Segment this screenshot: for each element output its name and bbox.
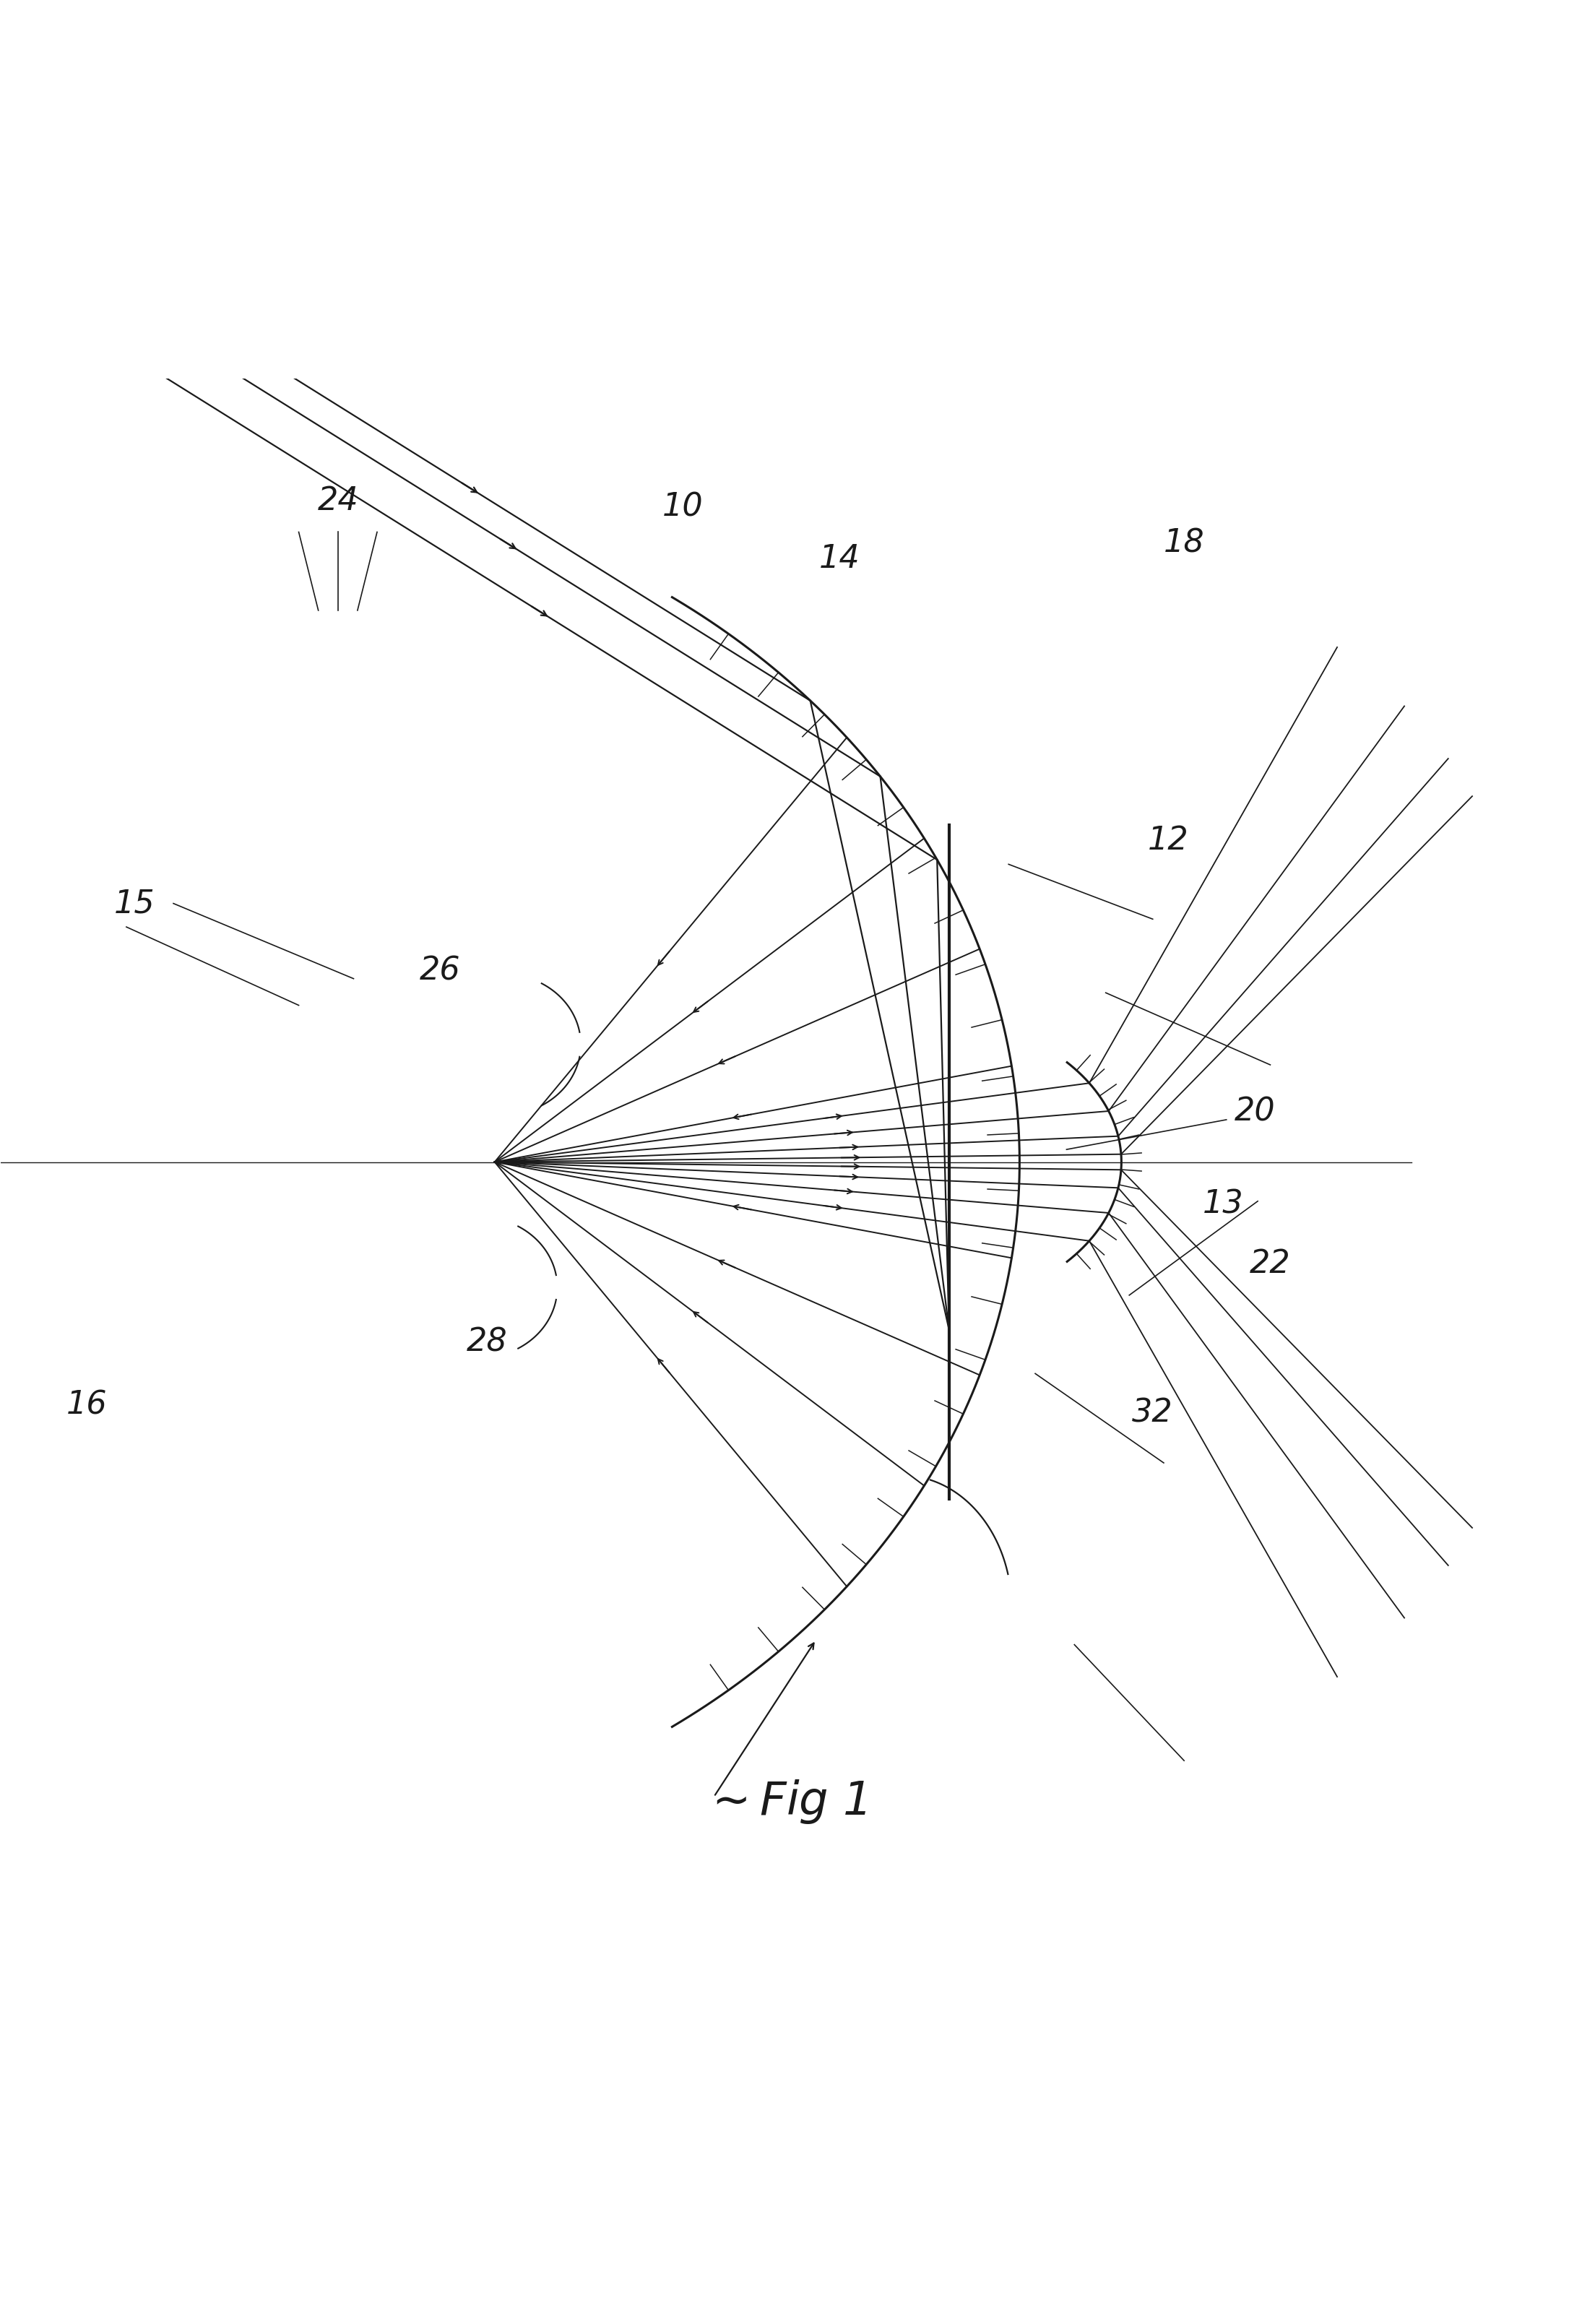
Text: 24: 24 [317, 486, 358, 516]
Text: 18: 18 [1164, 528, 1205, 558]
Text: 15: 15 [113, 888, 155, 918]
Text: 12: 12 [1149, 825, 1189, 855]
Text: 13: 13 [1203, 1190, 1244, 1220]
Text: 28: 28 [466, 1327, 507, 1357]
Text: 32: 32 [1133, 1397, 1174, 1429]
Text: $\sim$Fig 1: $\sim$Fig 1 [703, 1778, 866, 1824]
Text: 16: 16 [67, 1390, 108, 1420]
Text: 26: 26 [419, 955, 460, 985]
Text: 10: 10 [662, 490, 703, 523]
Text: 14: 14 [819, 544, 860, 574]
Text: 22: 22 [1250, 1248, 1291, 1281]
Text: 20: 20 [1235, 1097, 1276, 1127]
